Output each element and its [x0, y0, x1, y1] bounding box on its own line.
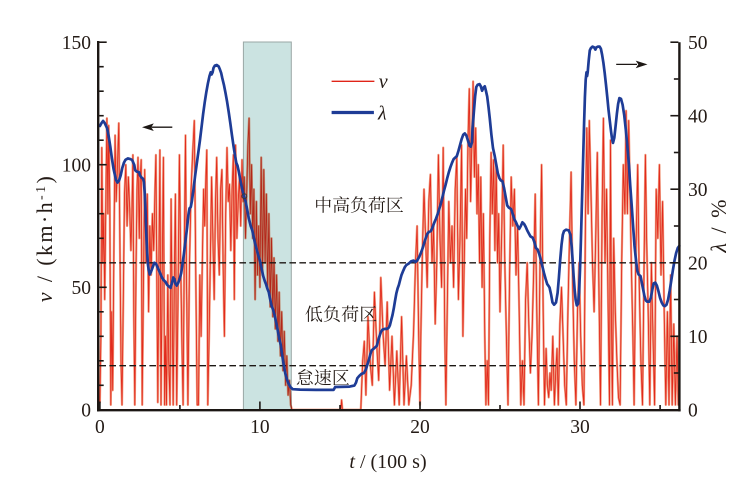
svg-text:v / (km·h-1): v / (km·h-1)	[32, 174, 57, 302]
svg-text:20: 20	[410, 417, 430, 438]
svg-text:10: 10	[688, 327, 708, 348]
svg-text:0: 0	[95, 417, 105, 438]
svg-text:100: 100	[62, 155, 91, 176]
svg-text:30: 30	[688, 180, 708, 201]
svg-text:λ: λ	[377, 103, 387, 125]
svg-text:0: 0	[688, 400, 698, 421]
svg-text:0: 0	[81, 400, 91, 421]
svg-text:50: 50	[688, 33, 708, 54]
svg-text:v: v	[379, 71, 388, 93]
svg-text:λ / %: λ / %	[706, 198, 731, 254]
svg-text:10: 10	[250, 417, 270, 438]
svg-text:40: 40	[688, 106, 708, 127]
svg-text:50: 50	[72, 278, 92, 299]
svg-text:30: 30	[570, 417, 590, 438]
svg-text:150: 150	[62, 33, 91, 54]
svg-text:20: 20	[688, 253, 708, 274]
svg-text:t / (100 s): t / (100 s)	[349, 451, 426, 473]
